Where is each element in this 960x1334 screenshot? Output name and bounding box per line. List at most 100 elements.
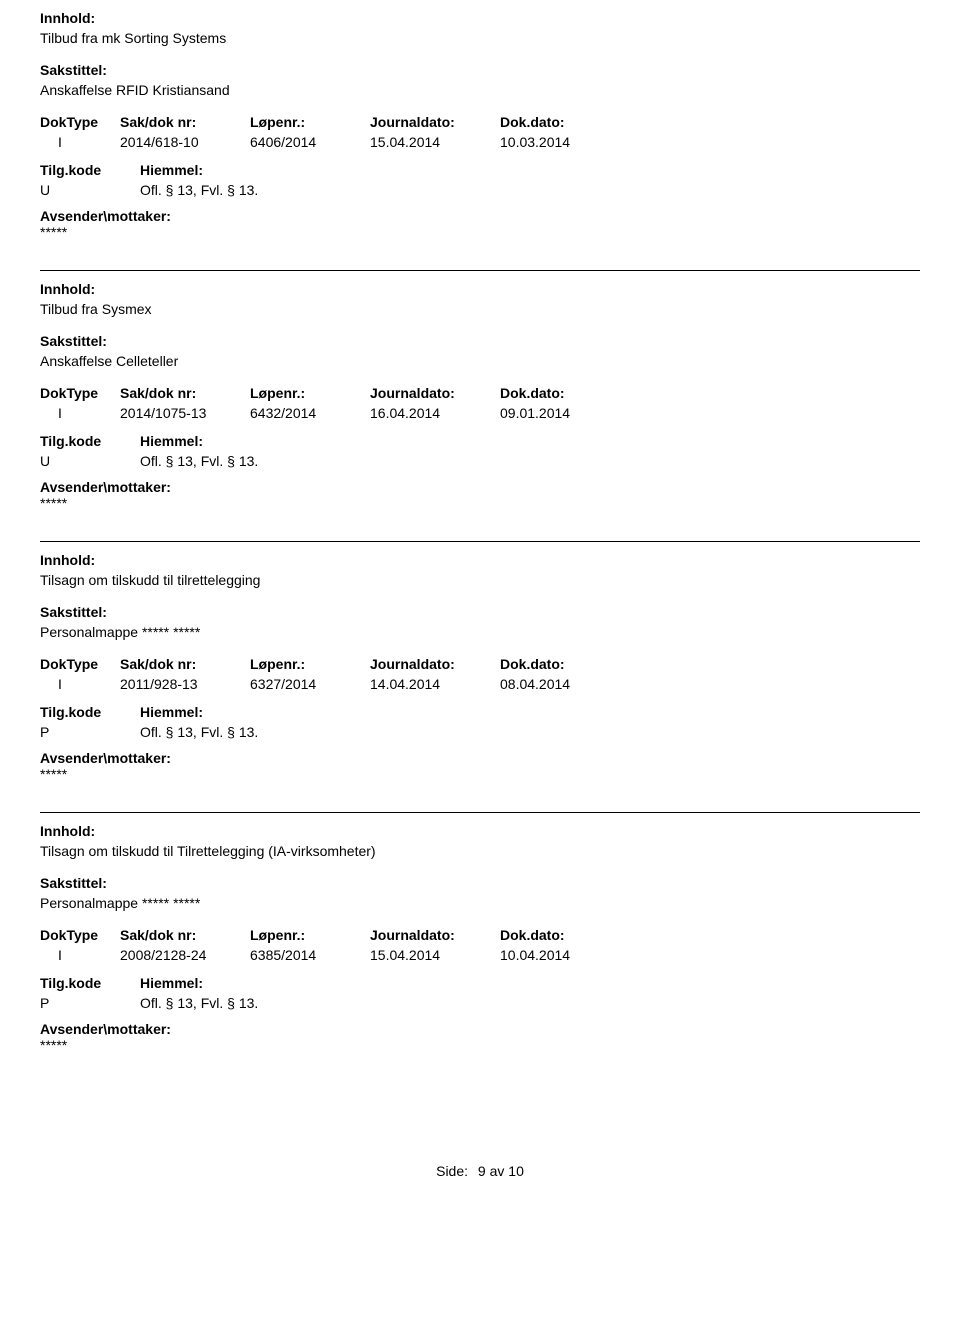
sakstittel-label: Sakstittel: [40,333,920,349]
value-lopenr: 6406/2014 [250,134,370,150]
tilg-header-row: Tilg.kode Hiemmel: [40,433,920,449]
journal-entry: Innhold: Tilbud fra mk Sorting Systems S… [40,0,920,270]
avsender-value: ***** [40,224,920,240]
innhold-label: Innhold: [40,281,920,297]
hiemmel-value: Ofl. § 13, Fvl. § 13. [140,995,258,1011]
header-journaldato: Journaldato: [370,656,500,672]
value-doktype: I [40,947,120,963]
avsender-value: ***** [40,766,920,782]
value-journaldato: 14.04.2014 [370,676,500,692]
hiemmel-label: Hiemmel: [140,433,203,449]
header-journaldato: Journaldato: [370,114,500,130]
value-dokdato: 10.03.2014 [500,134,630,150]
header-sakdoknr: Sak/dok nr: [120,385,250,401]
innhold-label: Innhold: [40,10,920,26]
avsender-value: ***** [40,1037,920,1053]
innhold-label: Innhold: [40,552,920,568]
footer-current-page: 9 [478,1163,486,1179]
value-sakdoknr: 2014/618-10 [120,134,250,150]
hiemmel-value: Ofl. § 13, Fvl. § 13. [140,182,258,198]
value-dokdato: 10.04.2014 [500,947,630,963]
value-journaldato: 15.04.2014 [370,947,500,963]
page-footer: Side: 9 av 10 [40,1163,920,1179]
sakstittel-value: Anskaffelse Celleteller [40,353,920,369]
journal-entry: Innhold: Tilbud fra Sysmex Sakstittel: A… [40,270,920,541]
header-doktype: DokType [40,385,120,401]
tilgkode-value: P [40,724,140,740]
footer-separator: av [490,1163,505,1179]
value-lopenr: 6385/2014 [250,947,370,963]
value-lopenr: 6327/2014 [250,676,370,692]
header-sakdoknr: Sak/dok nr: [120,656,250,672]
tilg-value-row: U Ofl. § 13, Fvl. § 13. [40,182,920,198]
footer-total-pages: 10 [508,1163,524,1179]
header-doktype: DokType [40,927,120,943]
table-header-row: DokType Sak/dok nr: Løpenr.: Journaldato… [40,927,920,943]
table-data-row: I 2014/618-10 6406/2014 15.04.2014 10.03… [40,134,920,150]
header-dokdato: Dok.dato: [500,385,630,401]
header-lopenr: Løpenr.: [250,114,370,130]
header-lopenr: Løpenr.: [250,385,370,401]
tilg-value-row: U Ofl. § 13, Fvl. § 13. [40,453,920,469]
hiemmel-label: Hiemmel: [140,162,203,178]
value-doktype: I [40,676,120,692]
journal-entry: Innhold: Tilsagn om tilskudd til Tilrett… [40,812,920,1083]
tilgkode-label: Tilg.kode [40,433,140,449]
table-data-row: I 2014/1075-13 6432/2014 16.04.2014 09.0… [40,405,920,421]
tilg-value-row: P Ofl. § 13, Fvl. § 13. [40,724,920,740]
tilg-header-row: Tilg.kode Hiemmel: [40,975,920,991]
table-header-row: DokType Sak/dok nr: Løpenr.: Journaldato… [40,385,920,401]
sakstittel-value: Personalmappe ***** ***** [40,624,920,640]
header-lopenr: Løpenr.: [250,927,370,943]
avsender-value: ***** [40,495,920,511]
table-data-row: I 2008/2128-24 6385/2014 15.04.2014 10.0… [40,947,920,963]
tilgkode-value: U [40,182,140,198]
avsender-label: Avsender\mottaker: [40,208,920,224]
avsender-label: Avsender\mottaker: [40,1021,920,1037]
sakstittel-label: Sakstittel: [40,604,920,620]
header-doktype: DokType [40,114,120,130]
tilgkode-label: Tilg.kode [40,704,140,720]
footer-label: Side: [436,1163,468,1179]
value-sakdoknr: 2008/2128-24 [120,947,250,963]
header-journaldato: Journaldato: [370,385,500,401]
value-lopenr: 6432/2014 [250,405,370,421]
tilgkode-label: Tilg.kode [40,162,140,178]
tilg-value-row: P Ofl. § 13, Fvl. § 13. [40,995,920,1011]
avsender-label: Avsender\mottaker: [40,750,920,766]
value-journaldato: 15.04.2014 [370,134,500,150]
sakstittel-label: Sakstittel: [40,875,920,891]
value-sakdoknr: 2014/1075-13 [120,405,250,421]
header-dokdato: Dok.dato: [500,656,630,672]
tilgkode-value: P [40,995,140,1011]
header-dokdato: Dok.dato: [500,927,630,943]
value-doktype: I [40,405,120,421]
innhold-value: Tilsagn om tilskudd til Tilrettelegging … [40,843,920,859]
tilgkode-value: U [40,453,140,469]
header-doktype: DokType [40,656,120,672]
sakstittel-label: Sakstittel: [40,62,920,78]
table-data-row: I 2011/928-13 6327/2014 14.04.2014 08.04… [40,676,920,692]
sakstittel-value: Personalmappe ***** ***** [40,895,920,911]
tilg-header-row: Tilg.kode Hiemmel: [40,704,920,720]
innhold-label: Innhold: [40,823,920,839]
sakstittel-value: Anskaffelse RFID Kristiansand [40,82,920,98]
innhold-value: Tilbud fra mk Sorting Systems [40,30,920,46]
header-lopenr: Løpenr.: [250,656,370,672]
header-journaldato: Journaldato: [370,927,500,943]
avsender-label: Avsender\mottaker: [40,479,920,495]
innhold-value: Tilsagn om tilskudd til tilrettelegging [40,572,920,588]
table-header-row: DokType Sak/dok nr: Løpenr.: Journaldato… [40,114,920,130]
journal-entry: Innhold: Tilsagn om tilskudd til tilrett… [40,541,920,812]
header-dokdato: Dok.dato: [500,114,630,130]
entries-container: Innhold: Tilbud fra mk Sorting Systems S… [40,0,920,1083]
header-sakdoknr: Sak/dok nr: [120,927,250,943]
hiemmel-value: Ofl. § 13, Fvl. § 13. [140,724,258,740]
tilgkode-label: Tilg.kode [40,975,140,991]
value-sakdoknr: 2011/928-13 [120,676,250,692]
tilg-header-row: Tilg.kode Hiemmel: [40,162,920,178]
value-dokdato: 09.01.2014 [500,405,630,421]
table-header-row: DokType Sak/dok nr: Løpenr.: Journaldato… [40,656,920,672]
value-doktype: I [40,134,120,150]
header-sakdoknr: Sak/dok nr: [120,114,250,130]
